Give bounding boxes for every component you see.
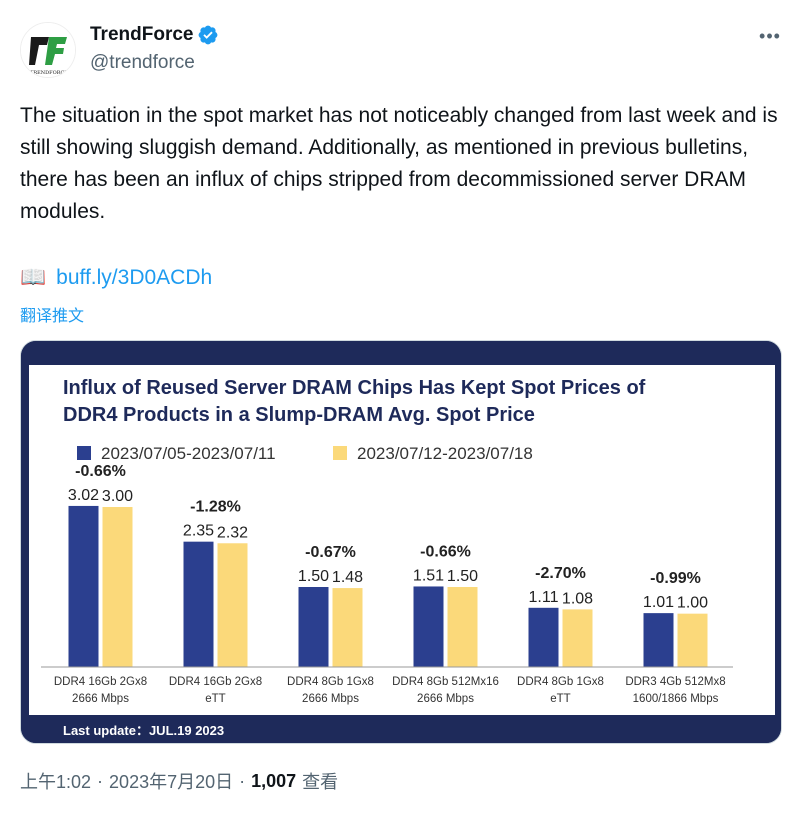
more-options-icon[interactable]: ••• [759,26,781,46]
last-update-label: Last update：JUL.19 2023 [63,723,224,738]
bar-s1-5 [643,613,674,667]
legend-label-series2: 2023/07/12-2023/07/18 [357,444,533,463]
legend-swatch-series2 [333,446,347,460]
chart-title-line2: DDR4 Products in a Slump-DRAM Avg. Spot … [63,404,535,426]
value-label-s1-5: 1.01 [643,594,674,611]
value-label-s1-1: 2.35 [183,523,214,540]
bar-s2-0 [102,507,133,667]
legend-swatch-series1 [77,446,91,460]
book-icon: 📖 [20,266,47,289]
value-label-s1-0: 3.02 [68,487,99,504]
value-label-s2-2: 1.48 [332,569,363,586]
chart-title-line1: Influx of Reused Server DRAM Chips Has K… [63,377,646,399]
tweet-footer: 上午1:02 · 2023年7月20日 · 1,007 查看 [20,768,338,794]
verified-badge-icon [199,25,218,45]
category-label-3-line2: 2666 Mbps [417,693,474,705]
legend-label-series1: 2023/07/05-2023/07/11 [101,444,276,463]
bar-s1-1 [183,541,214,667]
link-row: 📖 buff.ly/3D0ACDh [20,266,212,290]
footer-separator: · [97,770,104,791]
tweet-header: TRENDFORCE TrendForce @trendforce ••• [20,16,782,80]
tweet-link[interactable]: buff.ly/3D0ACDh [56,266,213,289]
bar-s1-4 [528,607,559,667]
bar-s2-4 [562,609,593,667]
bar-s1-0 [68,505,99,667]
bar-chart: Influx of Reused Server DRAM Chips Has K… [21,341,781,743]
change-label-0: -0.66% [75,463,126,480]
tweet-time[interactable]: 上午1:02 [20,772,92,792]
tweet-date[interactable]: 2023年7月20日 [109,772,234,792]
bar-s2-5 [677,613,708,667]
category-label-3-line1: DDR4 8Gb 512Mx16 [392,676,499,688]
value-label-s1-3: 1.51 [413,567,444,584]
value-label-s2-4: 1.08 [562,590,593,607]
views-count: 1,007 [251,770,297,791]
bar-s2-3 [447,587,478,667]
handle[interactable]: @trendforce [90,52,195,73]
value-label-s2-0: 3.00 [102,488,133,505]
footer-separator: · [239,770,246,791]
chart-image[interactable]: Influx of Reused Server DRAM Chips Has K… [20,340,782,744]
category-label-4-line1: DDR4 8Gb 1Gx8 [517,676,604,688]
bar-s1-2 [298,587,329,667]
category-label-4-line2: eTT [550,693,570,705]
change-label-2: -0.67% [305,544,356,561]
bar-s2-2 [332,588,363,667]
bars-group: 3.02 3.00 -0.66% DDR4 16Gb 2Gx8 2666 Mbps 2.3… [54,463,726,705]
bar-s2-1 [217,543,248,667]
change-label-1: -1.28% [190,499,241,516]
category-label-2-line1: DDR4 8Gb 1Gx8 [287,676,374,688]
category-label-1-line2: eTT [205,693,225,705]
bar-s1-3 [413,586,444,667]
change-label-5: -0.99% [650,570,701,587]
tweet-text: The situation in the spot market has not… [20,104,778,223]
category-label-5-line2: 1600/1866 Mbps [633,693,719,705]
category-label-2-line2: 2666 Mbps [302,693,359,705]
avatar[interactable]: TRENDFORCE [20,22,76,78]
category-label-5-line1: DDR3 4Gb 512Mx8 [625,676,725,688]
category-label-0-line1: DDR4 16Gb 2Gx8 [54,676,147,688]
value-label-s1-4: 1.11 [529,589,559,606]
value-label-s1-2: 1.50 [298,568,329,585]
category-label-0-line2: 2666 Mbps [72,693,129,705]
value-label-s2-3: 1.50 [447,568,478,585]
value-label-s2-1: 2.32 [217,524,248,541]
value-label-s2-5: 1.00 [677,595,708,612]
views-label: 查看 [302,772,339,792]
trendforce-logo: TRENDFORCE [21,23,75,77]
logo-caption: TRENDFORCE [30,70,68,76]
translate-tweet-link[interactable]: 翻译推文 [20,308,85,325]
category-label-1-line1: DDR4 16Gb 2Gx8 [169,676,262,688]
change-label-3: -0.66% [420,543,471,560]
change-label-4: -2.70% [535,565,586,582]
name-row: TrendForce [90,24,219,46]
display-name[interactable]: TrendForce [90,24,194,45]
